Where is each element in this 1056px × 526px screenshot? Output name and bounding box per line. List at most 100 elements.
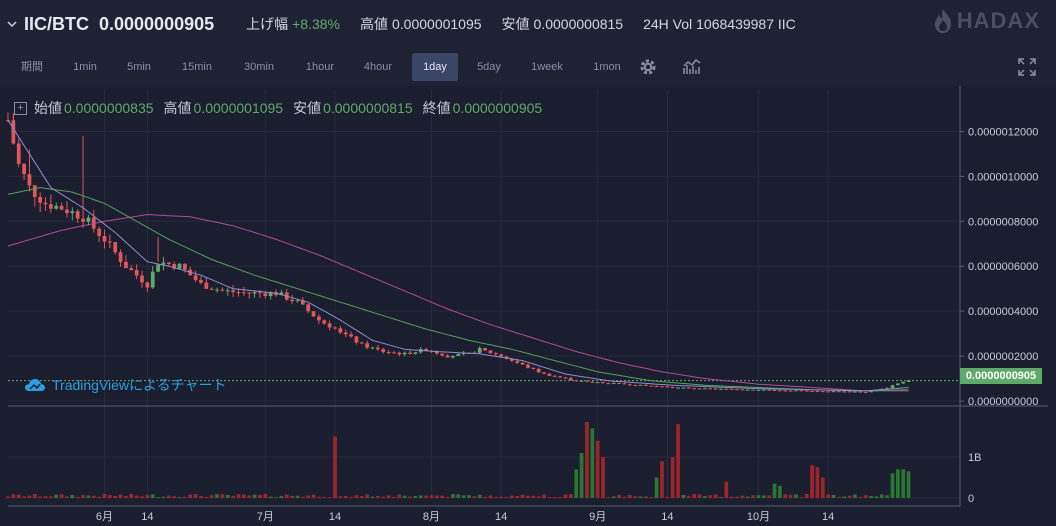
volume-bar [761, 495, 766, 498]
volume-bar [75, 496, 80, 498]
volume-bar [451, 494, 455, 498]
candle-body [568, 378, 573, 381]
volume-bar [601, 457, 605, 498]
interval-1hour[interactable]: 1hour [305, 61, 335, 73]
volume-bar [402, 495, 407, 498]
volume-bar [810, 465, 814, 498]
interval-1week[interactable]: 1week [531, 61, 563, 73]
volume-bar [102, 494, 107, 498]
candle-body [215, 289, 219, 291]
candle-body [617, 382, 621, 384]
volume-bar [91, 495, 96, 498]
candle-body [847, 391, 852, 393]
volume-bar [65, 496, 69, 498]
volume-bar [692, 494, 697, 498]
volume-bar [836, 496, 841, 498]
interval-1day[interactable]: 1day [412, 53, 458, 81]
volume-bar [370, 496, 375, 498]
volume-bar [32, 493, 37, 498]
volume-bar [11, 494, 16, 498]
candle-body [483, 347, 487, 351]
candle-body [890, 385, 895, 388]
volume-bar [483, 496, 487, 498]
volume-bar [145, 494, 150, 498]
tradingview-watermark[interactable]: TradingViewによるチャート [24, 375, 226, 395]
candle-body [869, 391, 873, 393]
price-chart[interactable]: 0.0000012000 0.0000010000 0.0000008000 0.00… [0, 86, 1056, 526]
volume-bar [719, 497, 723, 498]
candle-body [863, 391, 868, 393]
candle-body [236, 292, 241, 294]
interval-1min[interactable]: 1min [73, 61, 97, 73]
candle-body [204, 282, 209, 289]
ma-mid-line [7, 187, 909, 392]
volume-bar [826, 494, 831, 498]
pair-name[interactable]: IIC/BTC [24, 13, 89, 34]
price-tick-label: 0.0000000000 [968, 396, 1038, 408]
volume-bar [27, 495, 32, 498]
candle-body [574, 380, 579, 382]
interval-5day[interactable]: 5day [477, 61, 501, 73]
candle-body [461, 353, 466, 355]
fullscreen-icon[interactable] [1018, 58, 1036, 81]
volume-bar [670, 457, 675, 498]
expand-legend-icon[interactable]: + [14, 101, 27, 115]
volume-bar [660, 461, 664, 498]
indicators-icon[interactable] [682, 57, 702, 82]
volume-bar [724, 481, 729, 498]
flame-icon [934, 9, 951, 33]
candle-body [520, 362, 525, 365]
candle-body [317, 316, 321, 321]
candle-body [681, 387, 686, 389]
candle-body [708, 388, 713, 390]
volume-bar [820, 477, 825, 498]
volume-bar [129, 493, 134, 498]
gear-icon[interactable] [638, 57, 658, 82]
volume-bar [220, 494, 225, 498]
volume-bar [895, 469, 900, 498]
candle-body [799, 390, 804, 392]
cloud-icon [25, 379, 45, 391]
candle-body [676, 387, 680, 389]
candle-body [649, 385, 654, 387]
volume-bar [520, 494, 525, 498]
volume-bar [134, 495, 139, 498]
candle-body [778, 390, 782, 392]
volume-bar [241, 494, 246, 498]
volume-bar [424, 495, 428, 498]
interval-15min[interactable]: 15min [182, 61, 212, 73]
volume-bar [611, 496, 616, 498]
volume-bar [879, 494, 884, 498]
high-label: 高値 [360, 16, 388, 32]
candle-body [772, 389, 777, 391]
chevron-down-icon[interactable] [0, 0, 24, 48]
volume-bar [472, 496, 477, 498]
time-tick-label: 14 [329, 511, 341, 523]
volume-bar [606, 497, 611, 498]
candle-body [510, 358, 514, 361]
candle-body [333, 327, 337, 329]
candle-body [134, 270, 139, 276]
candle-body [901, 382, 906, 384]
volume-tick-label: 0 [968, 493, 974, 505]
candle-body [295, 300, 300, 302]
candle-body [300, 300, 305, 305]
volume-bar [740, 495, 745, 498]
volume-bar [745, 496, 750, 498]
volume-bar [166, 495, 171, 498]
volume-bar [258, 494, 262, 498]
volume-bar [568, 494, 573, 498]
candle-body [601, 382, 605, 384]
volume-bar [6, 496, 10, 498]
candle-body [622, 383, 627, 385]
volume-bar [333, 436, 337, 498]
interval-30min[interactable]: 30min [244, 61, 274, 73]
interval-1mon[interactable]: 1mon [593, 61, 621, 73]
candle-body [611, 382, 616, 384]
volume-bar [397, 494, 402, 498]
candle-body [627, 384, 632, 386]
candle-body [451, 356, 455, 358]
interval-4hour[interactable]: 4hour [363, 61, 393, 73]
interval-5min[interactable]: 5min [127, 61, 151, 73]
candle-body [370, 347, 375, 349]
